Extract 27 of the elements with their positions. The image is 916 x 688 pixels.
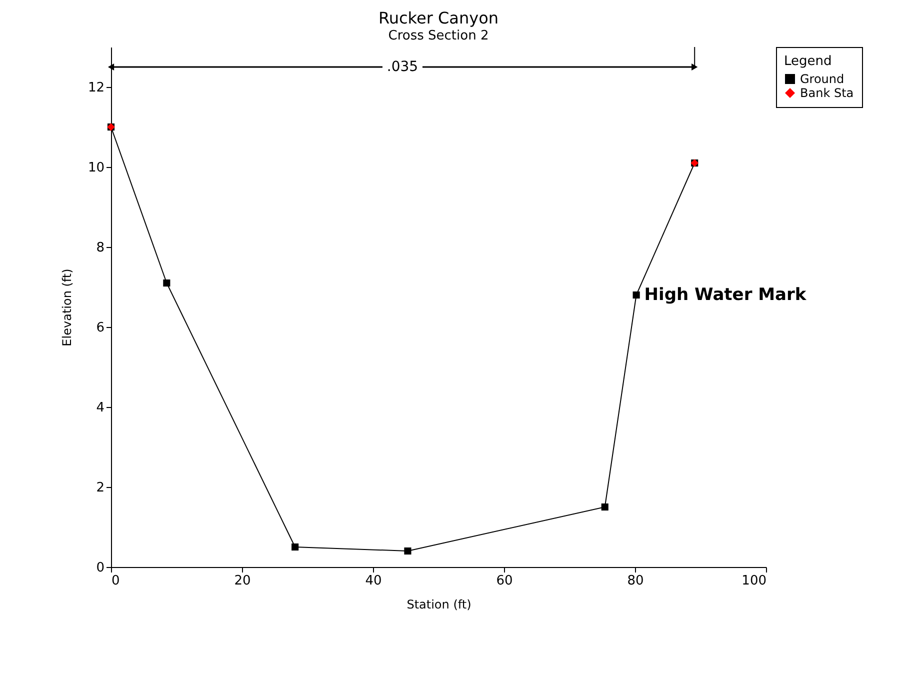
annotation: High Water Mark: [644, 285, 807, 305]
point: [163, 279, 170, 287]
y-tick-label: 10: [88, 160, 104, 176]
x-axis-title: Station (ft): [406, 598, 472, 612]
y-tick-label: 2: [96, 480, 104, 496]
x-tick-label: 80: [627, 574, 644, 588]
y-tick-label: 4: [96, 400, 104, 416]
point: [632, 291, 640, 299]
chart-subtitle: Cross Section 2: [388, 28, 489, 44]
y-tick-label: 0: [96, 560, 104, 576]
legend-title: Legend: [784, 54, 832, 69]
legend-label: Ground: [800, 72, 844, 86]
point: [601, 503, 608, 511]
x-tick-label: 100: [742, 574, 766, 588]
x-tick-label: 0: [112, 574, 120, 588]
y-tick-label: 6: [96, 320, 104, 336]
x-tick-label: 60: [496, 574, 513, 588]
y-tick-label: 8: [96, 240, 104, 256]
chart-title: Rucker Canyon: [378, 8, 499, 28]
y-tick-label: 12: [88, 80, 104, 96]
point: [292, 543, 299, 551]
x-tick-label: 20: [234, 574, 251, 588]
legend-label: Bank Sta: [800, 86, 854, 100]
y-axis-title: Elevation (ft): [60, 268, 74, 346]
x-tick-label: 40: [365, 574, 382, 588]
point: [404, 547, 412, 555]
annotation: .035: [386, 59, 418, 75]
